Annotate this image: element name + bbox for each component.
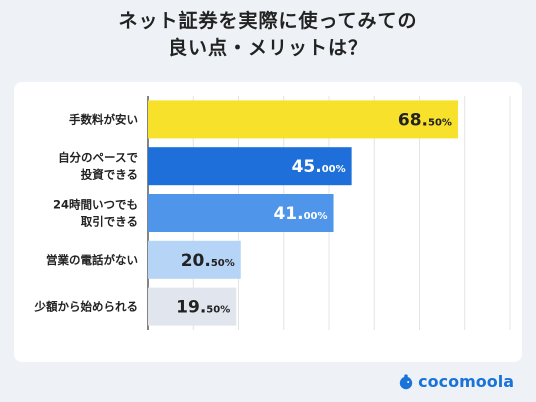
value-label-dec: 50% bbox=[211, 258, 235, 269]
value-label: 68.50% bbox=[398, 110, 452, 130]
category-label: 少額から始められる bbox=[34, 300, 139, 314]
bar-chart: 手数料が安い 68.50%自分のペースで投資できる 45.00%24時間いつでも取引… bbox=[34, 96, 511, 330]
chart-card: 手数料が安い 68.50% 自分のペースで投資できる 45.00% 24時間いつでも取引… bbox=[14, 82, 522, 362]
brand-logo: cocomoola bbox=[398, 372, 514, 391]
category-label-line: 24時間いつでも bbox=[53, 198, 138, 212]
chart-title: ネット証券を実際に使ってみての 良い点・メリットは？ bbox=[0, 8, 536, 62]
category-label-line: 手数料が安い bbox=[69, 112, 138, 126]
value-label-int: 19. bbox=[176, 298, 206, 318]
category-label: 手数料が安い bbox=[69, 112, 138, 126]
category-label: 自分のペースで投資できる bbox=[58, 151, 138, 182]
category-label-line: 投資できる bbox=[81, 168, 138, 182]
bar bbox=[148, 147, 352, 186]
value-label-dec: 00% bbox=[322, 164, 346, 175]
chart-title-line-1: ネット証券を実際に使ってみての bbox=[118, 10, 418, 32]
value-label-dec: 50% bbox=[428, 117, 452, 128]
piggy-bank-icon bbox=[399, 373, 413, 389]
value-label: 19.50% bbox=[176, 298, 230, 318]
category-label-line: 少額から始められる bbox=[34, 300, 139, 314]
chart-title-line-2: 良い点・メリットは？ bbox=[167, 37, 368, 59]
bar bbox=[148, 100, 458, 139]
value-label-int: 45. bbox=[292, 157, 322, 177]
category-label-line: 営業の電話がない bbox=[46, 253, 138, 267]
category-label: 24時間いつでも取引できる bbox=[53, 198, 138, 229]
value-label-int: 41. bbox=[273, 204, 303, 224]
bar bbox=[148, 287, 237, 326]
category-label-line: 自分のペースで bbox=[58, 151, 138, 165]
bar bbox=[148, 240, 241, 279]
value-label-dec: 50% bbox=[206, 305, 230, 316]
value-label: 45.00% bbox=[292, 157, 346, 177]
value-label: 41.00% bbox=[273, 204, 327, 224]
bar bbox=[148, 194, 334, 232]
value-label-int: 20. bbox=[181, 251, 211, 271]
brand-name: cocomoola bbox=[418, 372, 514, 391]
category-label-line: 取引できる bbox=[81, 215, 138, 229]
category-label: 営業の電話がない bbox=[46, 253, 138, 267]
value-label: 20.50% bbox=[181, 251, 235, 271]
value-label-dec: 00% bbox=[304, 211, 328, 222]
value-label-int: 68. bbox=[398, 110, 428, 130]
